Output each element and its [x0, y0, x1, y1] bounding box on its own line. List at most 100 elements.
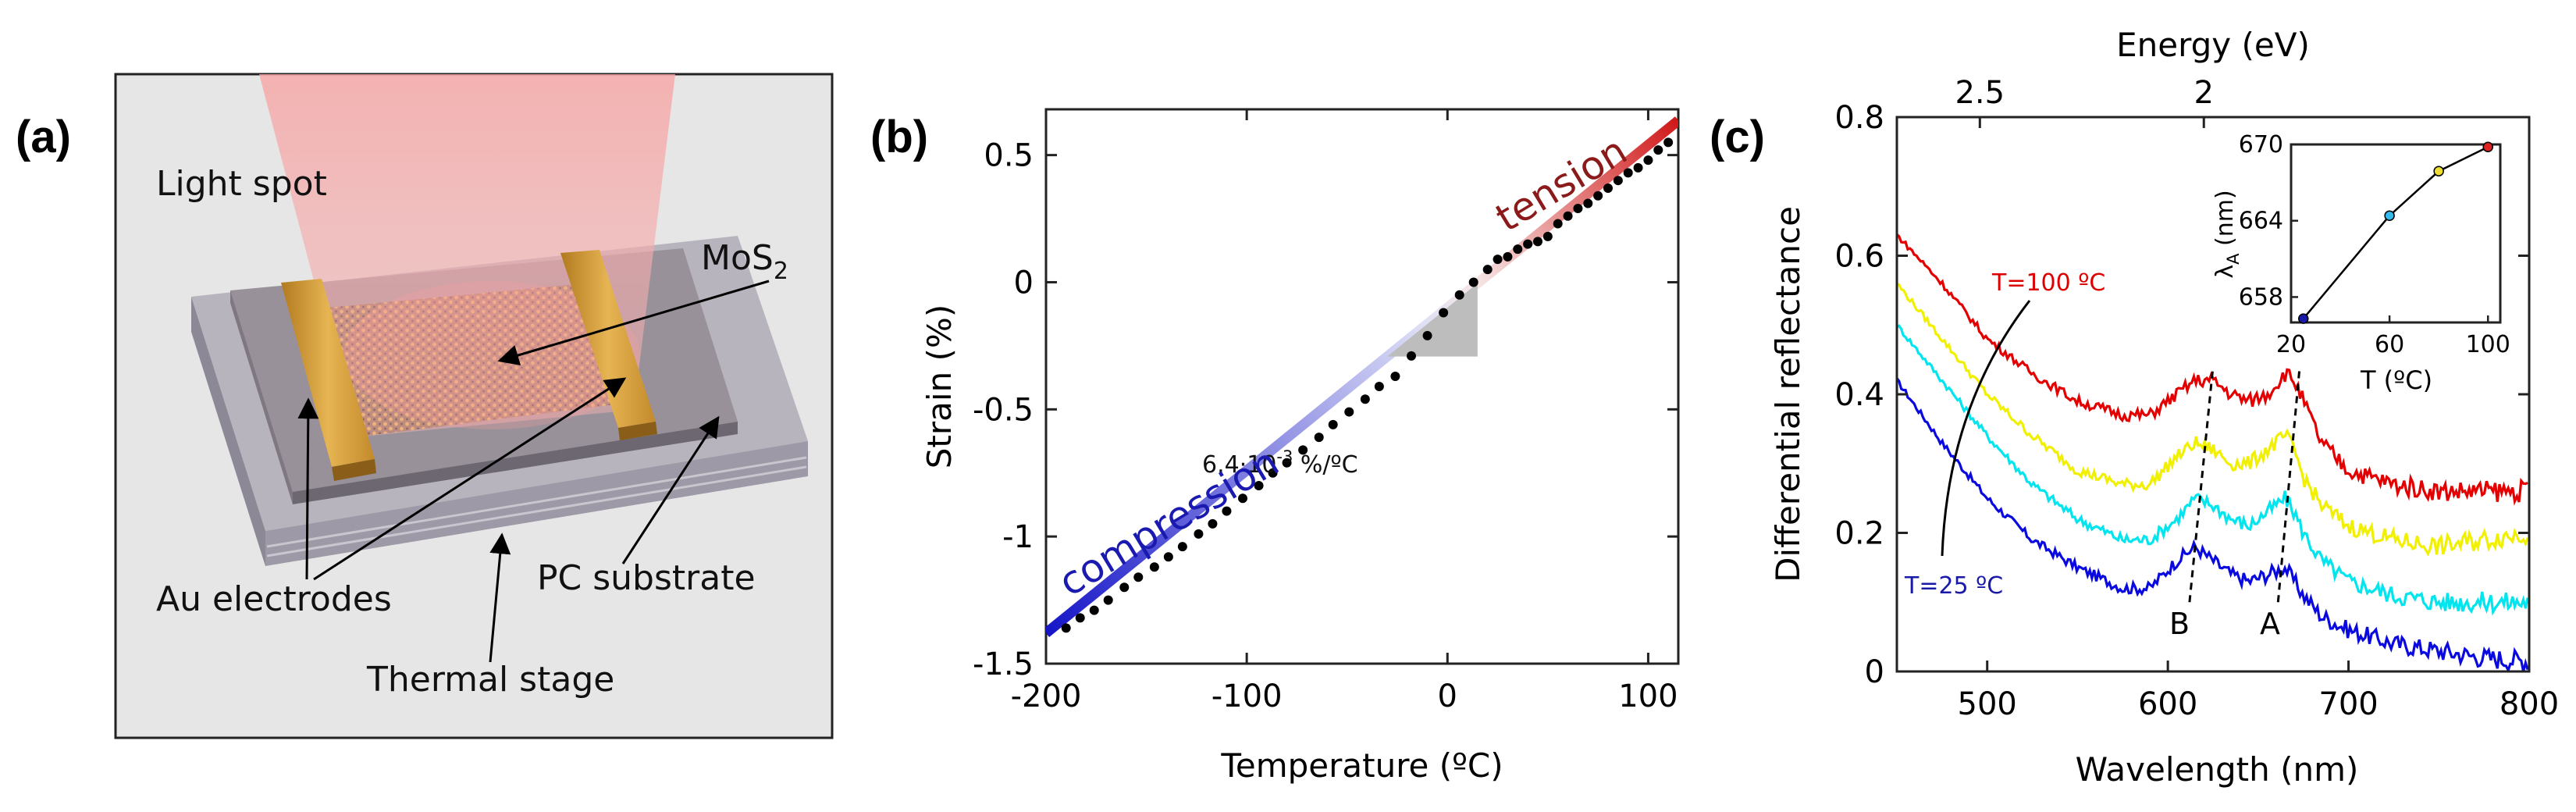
au-electrode-left [281, 279, 376, 481]
spectrum-line [1897, 324, 2529, 616]
y-tick-label: 0 [1865, 654, 1884, 690]
data-point [1468, 277, 1478, 287]
inset-point [2433, 166, 2444, 176]
panel-b-axes [1044, 108, 1680, 665]
data-point [1613, 176, 1623, 186]
y-tick-label: 0.4 [1834, 377, 1884, 413]
data-point [1593, 191, 1603, 201]
slope-triangle [1387, 283, 1478, 357]
slope-label: 6.4·10-3 %/ºC [1202, 447, 1358, 479]
x-tick-label: 700 [2318, 686, 2378, 722]
au-electrode-right [560, 250, 657, 440]
y-tick-label: -1 [1002, 519, 1034, 555]
spectrum-line [1897, 377, 2529, 671]
data-point [1208, 518, 1218, 529]
panel-b-ticks: -200 -100 0 100 -1.5 -1 -0.5 0 0.5 [973, 109, 1678, 714]
energy-tick-label: 2.5 [1955, 75, 2005, 111]
data-point [1133, 572, 1144, 582]
data-point [1344, 407, 1354, 417]
data-point [1177, 542, 1187, 552]
data-point [1623, 168, 1633, 178]
panel-a-label: (a) [16, 112, 71, 162]
x-tick-label: 0 [1438, 678, 1457, 714]
data-point [1422, 330, 1432, 340]
light-beam-graphic [259, 74, 675, 437]
data-point [1328, 419, 1338, 429]
x-tick-label: -200 [1011, 678, 1082, 714]
inset-curve [2302, 146, 2489, 319]
mos2-label: MoS2 [701, 238, 788, 285]
y-tick-label: -0.5 [973, 392, 1034, 428]
data-point [1061, 623, 1071, 633]
label-cold: T=25 ºC [1904, 572, 2003, 600]
temperature-axis-label: Temperature (ºC) [1220, 746, 1503, 785]
data-point [1513, 244, 1523, 255]
inset-y-tick-label: 658 [2239, 283, 2283, 311]
panel-a: (a) Light spot MoS [16, 73, 834, 739]
energy-ticks: 2.5 2 [1955, 75, 2214, 128]
y-tick-label: 0.8 [1834, 100, 1884, 136]
data-point [1633, 162, 1643, 173]
panel-c-label: (c) [1710, 112, 1765, 162]
data-point [1454, 290, 1464, 300]
inset-point [2298, 313, 2309, 324]
temperature-trend-arrow [1941, 300, 2031, 557]
data-point [1663, 137, 1674, 148]
data-point [1533, 237, 1542, 247]
data-point [1194, 529, 1204, 539]
peak-b-label: B [2169, 607, 2190, 641]
data-point [1583, 198, 1593, 208]
data-point [1163, 552, 1173, 562]
data-point [1643, 155, 1653, 166]
x-tick-label: 800 [2500, 686, 2559, 722]
data-point [1482, 265, 1493, 275]
panel-b: (b) -200 -100 0 100 -1.5 -1 -0.5 0 0.5 6.4·10-3 … [870, 108, 1680, 785]
peak-guide-lines [2188, 366, 2301, 603]
spectrum-line [1897, 283, 2529, 557]
data-point [1374, 382, 1384, 391]
inset-point [2384, 210, 2395, 221]
inset-x-tick-label: 100 [2466, 331, 2510, 358]
data-point [1149, 562, 1159, 572]
y-tick-label: 0.5 [984, 138, 1034, 174]
light-spot-label: Light spot [156, 164, 327, 204]
data-point [1238, 493, 1247, 504]
data-point [1268, 468, 1278, 478]
x-tick-label: 100 [1618, 678, 1678, 714]
inset-plot: 20 60 100 658 664 670 T (ºC) λA (nm) [2211, 131, 2510, 395]
peak-a-label: A [2260, 607, 2280, 641]
thermal-stage-label: Thermal stage [366, 660, 614, 700]
data-point [1360, 394, 1370, 404]
data-point [1493, 255, 1503, 265]
data-point [1603, 183, 1613, 193]
data-point [1523, 239, 1533, 249]
inset-x-tick-label: 60 [2375, 331, 2404, 358]
peak-b-guide [2188, 366, 2215, 603]
inset-x-tick-label: 20 [2276, 331, 2306, 358]
data-point [1390, 371, 1400, 381]
pc-substrate-label: PC substrate [537, 558, 756, 598]
panel-c-ticks: 500 600 700 800 0 0.2 0.4 0.6 0.8 [1834, 100, 2559, 722]
data-point [1439, 308, 1449, 318]
inset-line [2298, 141, 2493, 324]
energy-tick-label: 2 [2194, 75, 2214, 111]
x-tick-label: 500 [1958, 686, 2017, 722]
label-hot: T=100 ºC [1991, 269, 2105, 297]
data-point [1103, 595, 1113, 605]
energy-axis-label: Energy (eV) [2116, 26, 2310, 64]
y-tick-label: -1.5 [973, 646, 1034, 682]
strain-data-points [1061, 137, 1674, 633]
data-point [1222, 506, 1232, 516]
inset-ticks: 20 60 100 658 664 670 [2239, 131, 2510, 358]
panel-b-label: (b) [870, 112, 928, 162]
data-point [1089, 605, 1099, 615]
data-point [1653, 145, 1663, 155]
y-tick-label: 0.2 [1834, 516, 1884, 552]
panel-a-arrows [297, 280, 770, 663]
data-point [1119, 582, 1130, 593]
y-tick-label: 0 [1014, 265, 1034, 301]
inset-y-tick-label: 664 [2239, 208, 2283, 235]
slope-triangle-shape [1387, 283, 1478, 357]
y-tick-label: 0.6 [1834, 239, 1884, 275]
